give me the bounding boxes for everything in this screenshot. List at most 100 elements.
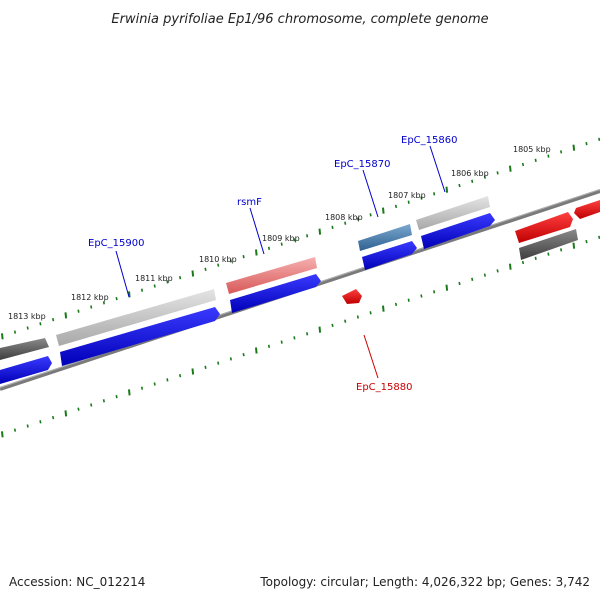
scale-tick [115,296,118,301]
gene-feature-EpC_15870[interactable] [358,224,412,251]
scale-tick [77,309,80,313]
scale-tick [1,333,4,340]
scale-tick [496,269,499,273]
label-leaders [115,145,446,379]
tick-label: 1805 kbp [513,145,551,154]
scale-tick [90,305,93,309]
scale-tick [26,326,29,330]
scale-tick [547,154,550,158]
cds-arrow[interactable] [60,307,220,366]
scale-tick [255,249,258,256]
scale-tick [64,410,68,417]
gene-label[interactable]: EpC_15870 [334,159,390,170]
cds-arrow[interactable] [362,241,417,270]
gene-feature-rsmF[interactable] [226,257,317,294]
scale-tick [560,248,563,252]
scale-tick [598,235,600,240]
scale-tick [369,213,372,217]
gene-feature-dark[interactable] [519,229,578,260]
scale-tick [39,322,42,326]
scale-tick [102,301,105,305]
gene-label[interactable]: EpC_15900 [88,238,144,249]
scale-tick [521,260,525,265]
scale-tick [166,280,169,284]
cds-arrow[interactable] [0,356,52,384]
scale-tick [293,336,296,340]
leader-line [429,145,446,193]
tick-labels: 1813 kbp 1812 kbp 1811 kbp 1810 kbp 1809… [8,145,551,321]
scale-tick [445,284,449,291]
scale-tick [267,344,271,348]
scale-tick [509,263,512,270]
scale-tick [64,312,68,319]
scale-tick [458,183,461,188]
scale-tick [509,165,512,172]
scale-tick [52,415,55,420]
scale-tick [407,200,410,204]
scale-tick [153,382,156,386]
scale-tick [585,239,588,244]
gene-feature-EpC_15880[interactable] [342,289,362,304]
scale-tick [433,192,436,196]
scale-tick [26,424,29,428]
scale-tick [255,347,258,354]
scale-tick [496,171,499,175]
summary-text: Topology: circular; Length: 4,026,322 bp… [259,575,590,589]
scale-tick [204,267,207,271]
tick-label: 1809 kbp [262,234,300,243]
scale-tick [585,141,588,146]
scale-tick [217,263,220,267]
leader-line [249,207,265,255]
scale-tick [318,326,322,333]
scale-tick [369,311,372,315]
gene-feature-EpC_15860[interactable] [416,196,490,230]
scale-tick [179,374,182,378]
reverse-strand-features [342,200,600,304]
gene-feature[interactable] [0,338,49,360]
gene-feature[interactable] [56,289,216,346]
gene-label[interactable]: EpC_15860 [401,135,457,146]
scale-tick [407,298,410,302]
tick-label: 1807 kbp [388,191,426,200]
scale-tick [52,317,55,322]
scale-tick [191,368,195,375]
tick-label: 1806 kbp [451,169,489,178]
scale-tick [166,378,169,382]
gene-feature-red[interactable] [515,212,573,243]
tick-label: 1811 kbp [135,274,173,283]
scale-tick [140,386,144,390]
scale-tick [433,290,436,294]
scale-tick [128,291,131,298]
scale-tick [344,319,347,323]
scale-tick [191,270,195,277]
scale-tick [331,225,334,230]
scale-tick [572,144,576,151]
scale-tick [242,353,245,357]
scale-tick [1,431,4,438]
gene-label[interactable]: rsmF [237,197,262,208]
scale-tick [420,196,423,200]
tick-label: 1810 kbp [199,255,237,264]
cds-track [0,213,495,384]
scale-tick [547,252,550,256]
scale-tick [204,365,207,369]
scale-tick [318,228,322,235]
tick-label: 1808 kbp [325,213,363,222]
scale-tick [458,281,461,286]
cds-arrow[interactable] [230,274,321,313]
scale-tick [293,238,296,242]
map-title: Erwinia pyrifoliae Ep1/96 chromosome, co… [111,12,488,27]
outer-tick-track [1,137,600,340]
gene-labels: EpC_15900 rsmF EpC_15870 EpC_15860 EpC_1… [88,135,457,393]
scale-tick [102,399,105,403]
gene-feature-red[interactable] [574,200,600,219]
scale-tick [394,204,398,209]
scale-tick [471,277,474,281]
scale-tick [267,246,271,250]
scale-tick [560,150,563,154]
scale-tick [483,175,486,179]
scale-tick [128,389,131,396]
cds-arrow[interactable] [421,213,495,249]
gene-label[interactable]: EpC_15880 [356,382,412,393]
